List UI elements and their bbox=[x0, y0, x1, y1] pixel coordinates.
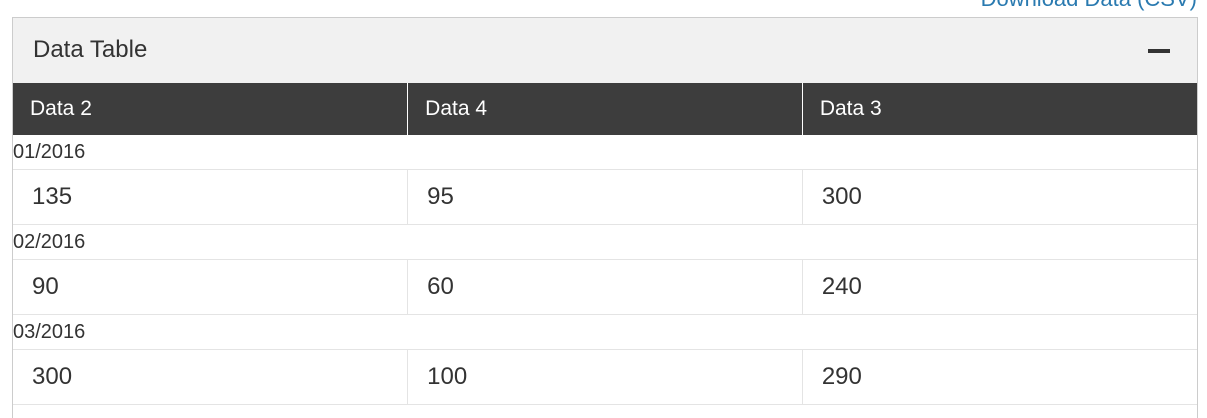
cell: 290 bbox=[802, 349, 1197, 405]
data-table-panel: Data Table Data 2 Data 4 Data 3 01/2016 … bbox=[12, 17, 1198, 418]
date-row: 02/2016 bbox=[13, 224, 1197, 260]
cell: 60 bbox=[407, 259, 803, 315]
cell: 90 bbox=[13, 259, 409, 315]
cell: 300 bbox=[13, 349, 409, 405]
download-csv-link[interactable]: Download Data (CSV) bbox=[981, 0, 1197, 12]
cell: 135 bbox=[13, 169, 409, 225]
date-label: 01/2016 bbox=[13, 135, 1197, 170]
cell: 240 bbox=[802, 259, 1197, 315]
cell: 100 bbox=[407, 349, 803, 405]
date-label: 03/2016 bbox=[13, 314, 1197, 350]
data-table: Data 2 Data 4 Data 3 01/2016 135 95 300 … bbox=[13, 83, 1197, 405]
panel-title: Data Table bbox=[33, 36, 148, 63]
cell: 300 bbox=[802, 169, 1197, 225]
column-header[interactable]: Data 2 bbox=[13, 83, 409, 135]
panel-header: Data Table bbox=[13, 18, 1197, 83]
date-label: 02/2016 bbox=[13, 224, 1197, 260]
column-header[interactable]: Data 4 bbox=[407, 83, 803, 135]
date-row: 01/2016 bbox=[13, 135, 1197, 170]
column-header[interactable]: Data 3 bbox=[802, 83, 1197, 135]
minus-icon[interactable] bbox=[1148, 49, 1170, 53]
table-row: 135 95 300 bbox=[13, 169, 1197, 225]
date-row: 03/2016 bbox=[13, 314, 1197, 350]
table-row: 90 60 240 bbox=[13, 259, 1197, 315]
cell: 95 bbox=[407, 169, 803, 225]
table-row: 300 100 290 bbox=[13, 349, 1197, 405]
